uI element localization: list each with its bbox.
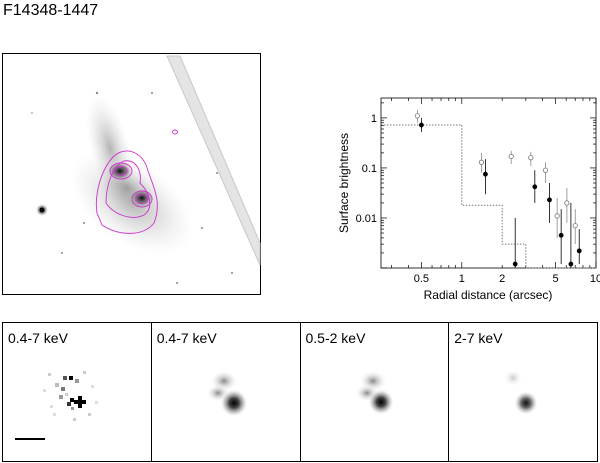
- data-point-open: [564, 200, 570, 206]
- x-tick-label: 0.5: [414, 273, 429, 285]
- data-point-filled: [483, 171, 488, 177]
- panel-label: 0.5-2 keV: [305, 330, 366, 346]
- hard-band-image: [503, 369, 539, 415]
- y-axis-ticks: 1 0.1 0.01: [356, 102, 596, 269]
- data-point-filled: [532, 184, 538, 190]
- y-axis-label: Surface brightness: [337, 133, 351, 233]
- optical-image: [2, 53, 261, 295]
- panel-label: 0.4-7 keV: [156, 330, 217, 346]
- scale-bar: [15, 438, 45, 440]
- raw-counts-image: [43, 371, 98, 421]
- count-pixels: [43, 371, 98, 421]
- x-tick-label: 1: [459, 273, 465, 285]
- panel-label: 0.4-7 keV: [8, 330, 68, 346]
- x-tick-label: 10: [590, 273, 600, 285]
- data-point-filled: [568, 261, 574, 267]
- data-point-filled: [512, 261, 518, 267]
- model-line: [381, 124, 596, 269]
- data-point-open: [554, 213, 560, 219]
- panel-label: 2-7 keV: [454, 330, 503, 346]
- data-point-open: [414, 113, 420, 119]
- data-point-open: [528, 155, 534, 161]
- figure-title: F14348-1447: [3, 2, 99, 19]
- xray-contours: [95, 129, 178, 234]
- detector-stripe: [166, 55, 261, 266]
- x-tick-label: 5: [553, 273, 559, 285]
- data-point-open: [478, 159, 485, 165]
- data-point-filled: [558, 232, 564, 238]
- panel-soft: 0.5-2 keV: [300, 323, 450, 461]
- model-step-line: [381, 124, 596, 269]
- data-point-open: [542, 167, 549, 173]
- smoothed-broad-image: [205, 370, 248, 417]
- xray-image-strip: 0.4-7 keV 0.4-7 keV: [2, 322, 598, 462]
- surface-brightness-plot: 0.5 1 2 5 10 1 0.1 0.01 Radial distance (arcse…: [337, 97, 600, 302]
- y-tick-label: 1: [371, 113, 377, 125]
- panel-raw: 0.4-7 keV: [3, 323, 152, 461]
- data-point-filled: [418, 122, 424, 128]
- background-specks: [31, 91, 233, 284]
- y-tick-label: 0.01: [356, 213, 377, 225]
- north-nucleus: [108, 162, 132, 180]
- y-tick-label: 0.1: [362, 163, 377, 175]
- plot-frame: [380, 97, 597, 269]
- data-point-open: [572, 223, 578, 229]
- x-axis-label: Radial distance (arcsec): [424, 288, 553, 302]
- soft-band-image: [354, 370, 394, 415]
- data-points: [414, 109, 582, 268]
- panel-hard: 2-7 keV: [449, 323, 597, 461]
- data-point-open: [508, 153, 514, 160]
- x-axis-ticks: 0.5 1 2 5 10: [391, 98, 600, 285]
- data-point-filled: [576, 248, 582, 254]
- data-point-filled: [547, 197, 552, 203]
- field-star-core: [39, 207, 45, 213]
- panel-smooth-broad: 0.4-7 keV: [151, 323, 301, 461]
- x-tick-label: 2: [499, 273, 505, 285]
